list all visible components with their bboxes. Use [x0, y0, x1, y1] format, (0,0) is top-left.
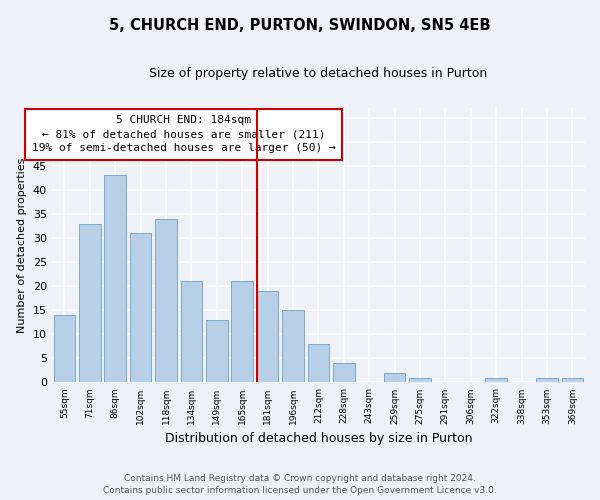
Text: Contains HM Land Registry data © Crown copyright and database right 2024.
Contai: Contains HM Land Registry data © Crown c…	[103, 474, 497, 495]
X-axis label: Distribution of detached houses by size in Purton: Distribution of detached houses by size …	[164, 432, 472, 445]
Bar	[130, 233, 151, 382]
Bar	[384, 373, 406, 382]
Y-axis label: Number of detached properties: Number of detached properties	[17, 158, 27, 333]
Bar	[206, 320, 227, 382]
Bar	[104, 176, 126, 382]
Bar	[181, 282, 202, 382]
Bar	[282, 310, 304, 382]
Bar	[79, 224, 101, 382]
Bar	[232, 282, 253, 382]
Bar	[536, 378, 558, 382]
Text: 5 CHURCH END: 184sqm
← 81% of detached houses are smaller (211)
19% of semi-deta: 5 CHURCH END: 184sqm ← 81% of detached h…	[32, 116, 335, 154]
Text: 5, CHURCH END, PURTON, SWINDON, SN5 4EB: 5, CHURCH END, PURTON, SWINDON, SN5 4EB	[109, 18, 491, 32]
Bar	[562, 378, 583, 382]
Bar	[308, 344, 329, 383]
Bar	[485, 378, 507, 382]
Bar	[333, 363, 355, 382]
Bar	[409, 378, 431, 382]
Title: Size of property relative to detached houses in Purton: Size of property relative to detached ho…	[149, 68, 487, 80]
Bar	[155, 219, 177, 382]
Bar	[53, 315, 75, 382]
Bar	[257, 291, 278, 382]
